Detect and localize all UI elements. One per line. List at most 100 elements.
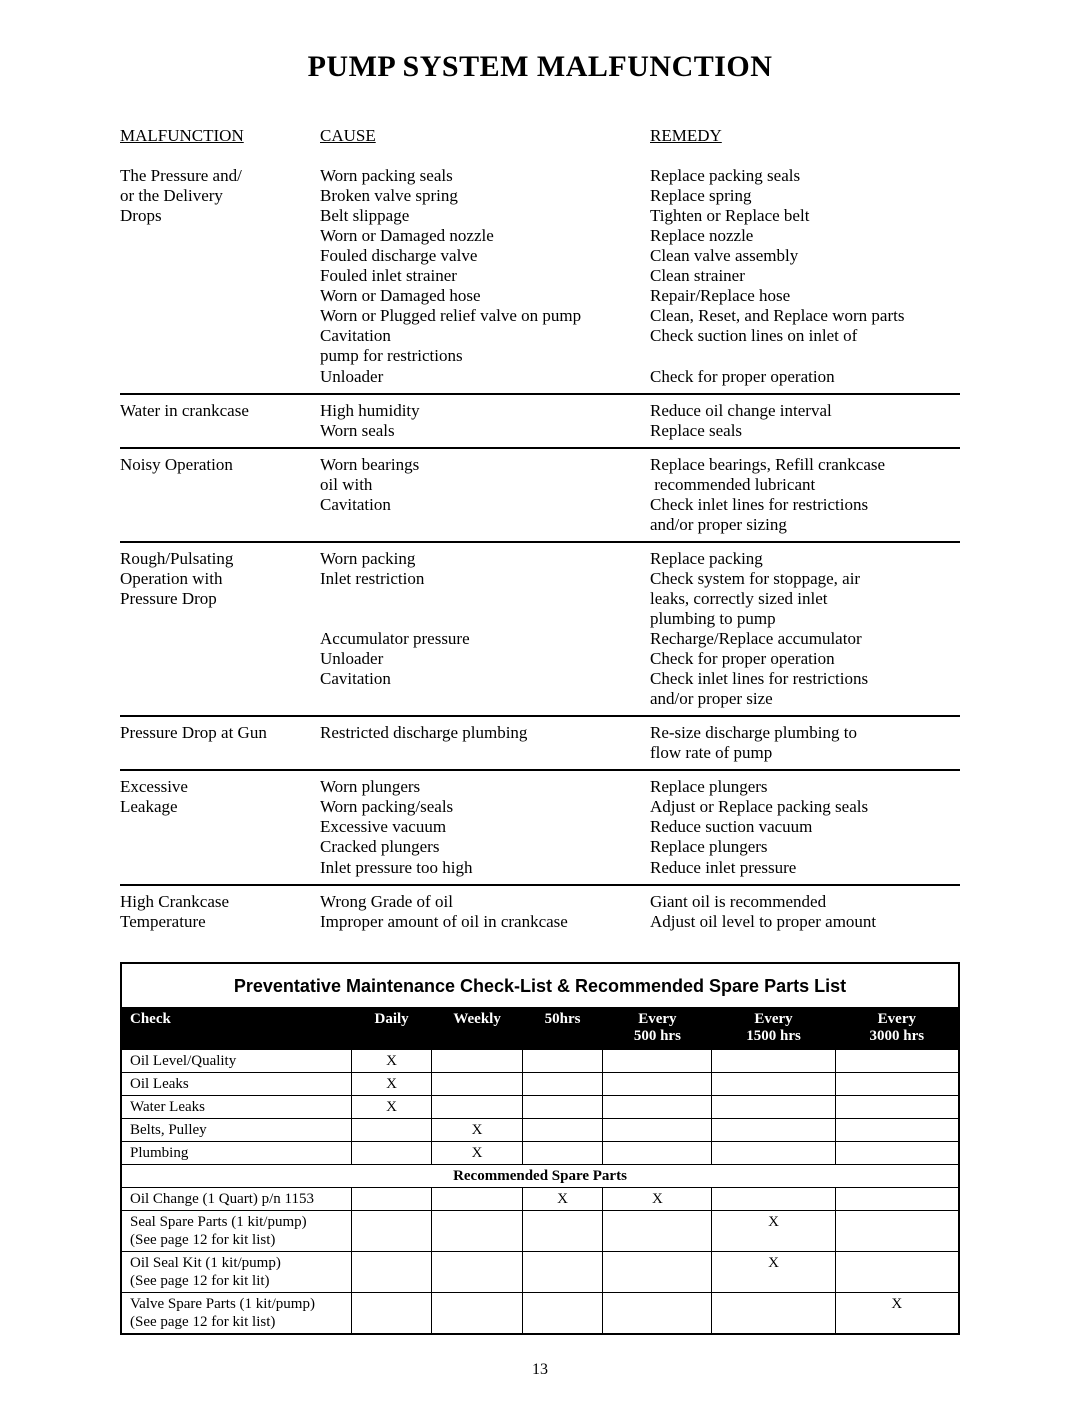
check-mark — [712, 1050, 835, 1073]
check-label: Belts, Pulley — [122, 1119, 351, 1142]
check-mark: X — [522, 1188, 602, 1211]
check-mark — [835, 1188, 958, 1211]
remedy-text: Replace seals — [650, 421, 960, 441]
pm-column-header: Daily — [351, 1007, 431, 1050]
check-mark — [712, 1142, 835, 1165]
cause-text: Worn packing seals — [320, 166, 650, 186]
check-mark: X — [835, 1293, 958, 1334]
check-mark — [432, 1050, 523, 1073]
pm-tbody: Oil Level/QualityXOil LeaksXWater LeaksX… — [122, 1050, 958, 1334]
malfunction-text: Noisy Operation — [120, 455, 320, 475]
check-mark: X — [351, 1073, 431, 1096]
troubleshoot-header: MALFUNCTION CAUSE REMEDY — [120, 126, 960, 146]
check-label: Oil Level/Quality — [122, 1050, 351, 1073]
cause-text: Cavitation — [320, 326, 650, 346]
cause-text: pump for restrictions — [320, 346, 650, 366]
cause-text: Broken valve spring — [320, 186, 650, 206]
remedy-text: Check inlet lines for restrictions — [650, 495, 960, 515]
check-mark — [432, 1073, 523, 1096]
check-mark — [835, 1096, 958, 1119]
check-label: Oil Leaks — [122, 1073, 351, 1096]
troubleshoot-section: Pressure Drop at GunRestricted discharge… — [120, 717, 960, 771]
check-mark — [603, 1050, 712, 1073]
remedy-text: Replace packing seals — [650, 166, 960, 186]
pm-box: Preventative Maintenance Check-List & Re… — [120, 962, 960, 1336]
remedy-text: and/or proper sizing — [650, 515, 960, 535]
pm-column-header: 50hrs — [522, 1007, 602, 1050]
cause-text: Unloader — [320, 649, 650, 669]
check-mark — [835, 1073, 958, 1096]
remedy-text: Recharge/Replace accumulator — [650, 629, 960, 649]
cause-text: Worn seals — [320, 421, 650, 441]
table-row: Valve Spare Parts (1 kit/pump)(See page … — [122, 1293, 958, 1334]
remedy-text: Giant oil is recommended — [650, 892, 960, 912]
cause-text: Unloader — [320, 367, 650, 387]
malfunction-text: Pressure Drop at Gun — [120, 723, 320, 743]
malfunction-text: Rough/Pulsating — [120, 549, 320, 569]
check-mark — [351, 1142, 431, 1165]
cause-text — [320, 609, 650, 629]
check-mark — [351, 1119, 431, 1142]
malfunction-text: High Crankcase — [120, 892, 320, 912]
remedy-text: Reduce inlet pressure — [650, 858, 960, 878]
malfunction-text: Leakage — [120, 797, 320, 817]
remedy-text: Tighten or Replace belt — [650, 206, 960, 226]
check-mark — [835, 1211, 958, 1252]
table-row: Seal Spare Parts (1 kit/pump)(See page 1… — [122, 1211, 958, 1252]
cause-text: Worn or Damaged hose — [320, 286, 650, 306]
troubleshoot-section: Water in crankcaseHigh humidityWorn seal… — [120, 395, 960, 449]
remedy-text: recommended lubricant — [650, 475, 960, 495]
remedy-text: Check system for stoppage, air — [650, 569, 960, 589]
check-mark: X — [432, 1142, 523, 1165]
check-mark: X — [712, 1211, 835, 1252]
remedy-text: Check for proper operation — [650, 367, 960, 387]
check-mark: X — [432, 1119, 523, 1142]
malfunction-text: The Pressure and/ — [120, 166, 320, 186]
cause-text: Improper amount of oil in crankcase — [320, 912, 650, 932]
page: PUMP SYSTEM MALFUNCTION MALFUNCTION CAUS… — [0, 0, 1080, 1419]
check-mark: X — [603, 1188, 712, 1211]
check-label: Seal Spare Parts (1 kit/pump)(See page 1… — [122, 1211, 351, 1252]
check-mark — [432, 1188, 523, 1211]
check-mark — [835, 1119, 958, 1142]
check-mark — [712, 1073, 835, 1096]
cause-text: Worn bearings — [320, 455, 650, 475]
table-row: Oil Level/QualityX — [122, 1050, 958, 1073]
check-label: Oil Change (1 Quart) p/n 1153 — [122, 1188, 351, 1211]
check-mark — [432, 1252, 523, 1293]
check-mark — [712, 1119, 835, 1142]
cause-text: Worn or Plugged relief valve on pump — [320, 306, 650, 326]
cause-text: Excessive vacuum — [320, 817, 650, 837]
malfunction-text: Excessive — [120, 777, 320, 797]
remedy-text: Re-size discharge plumbing to — [650, 723, 960, 743]
malfunction-text: Drops — [120, 206, 320, 226]
remedy-text: Replace plungers — [650, 837, 960, 857]
check-mark — [603, 1096, 712, 1119]
cause-text: Wrong Grade of oil — [320, 892, 650, 912]
remedy-text: Reduce suction vacuum — [650, 817, 960, 837]
pm-column-header: Every500 hrs — [603, 1007, 712, 1050]
troubleshoot-section: ExcessiveLeakageWorn plungersWorn packin… — [120, 771, 960, 885]
check-mark — [522, 1119, 602, 1142]
header-cause: CAUSE — [320, 126, 376, 145]
check-mark — [522, 1050, 602, 1073]
check-mark — [603, 1073, 712, 1096]
check-mark — [522, 1096, 602, 1119]
remedy-text: Replace plungers — [650, 777, 960, 797]
remedy-text: Check for proper operation — [650, 649, 960, 669]
check-mark — [432, 1211, 523, 1252]
remedy-text: plumbing to pump — [650, 609, 960, 629]
cause-text: Cracked plungers — [320, 837, 650, 857]
check-mark — [351, 1252, 431, 1293]
check-label: Water Leaks — [122, 1096, 351, 1119]
check-mark — [522, 1073, 602, 1096]
cause-text: Restricted discharge plumbing — [320, 723, 650, 743]
cause-text: Worn packing — [320, 549, 650, 569]
check-label: Oil Seal Kit (1 kit/pump)(See page 12 fo… — [122, 1252, 351, 1293]
check-mark — [835, 1050, 958, 1073]
remedy-text: Clean valve assembly — [650, 246, 960, 266]
remedy-text: flow rate of pump — [650, 743, 960, 763]
remedy-text: Reduce oil change interval — [650, 401, 960, 421]
check-mark: X — [351, 1096, 431, 1119]
pm-table: CheckDailyWeekly50hrsEvery500 hrsEvery15… — [122, 1007, 958, 1334]
